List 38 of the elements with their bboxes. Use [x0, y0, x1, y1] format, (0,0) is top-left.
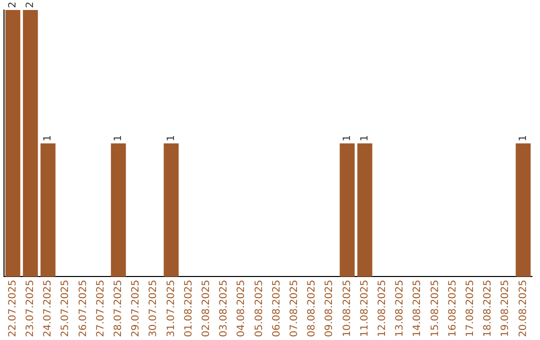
data-label: 1 — [42, 134, 54, 142]
x-tick-label: 24.07.2025 — [42, 280, 54, 338]
x-tick-label: 03.08.2025 — [218, 280, 230, 338]
data-label: 1 — [166, 134, 177, 142]
x-tick-label: 30.07.2025 — [148, 280, 160, 338]
data-label: 1 — [518, 134, 529, 142]
x-tick-label: 27.07.2025 — [95, 280, 106, 338]
x-tick-label: 07.08.2025 — [288, 280, 300, 338]
x-tick-label: 02.08.2025 — [200, 280, 212, 338]
x-tick-label: 31.07.2025 — [166, 280, 177, 338]
x-tick-label: 26.07.2025 — [78, 280, 89, 338]
x-tick-label: 18.08.2025 — [482, 280, 494, 338]
x-tick-label: 23.07.2025 — [24, 280, 36, 338]
data-label: 1 — [112, 134, 124, 142]
x-tick-label: 01.08.2025 — [183, 280, 194, 338]
x-tick-label: 15.08.2025 — [430, 280, 441, 338]
data-label: 1 — [359, 134, 370, 142]
x-tick-label: 28.07.2025 — [112, 280, 124, 338]
x-tick-label: 11.08.2025 — [359, 280, 370, 338]
x-tick-label: 12.08.2025 — [376, 280, 388, 338]
x-tick-label: 10.08.2025 — [342, 280, 353, 338]
data-label: 2 — [7, 2, 18, 8]
x-tick-label: 16.08.2025 — [447, 280, 458, 338]
x-tick-label: 09.08.2025 — [324, 280, 336, 338]
x-tick-label: 05.08.2025 — [254, 280, 265, 338]
x-tick-label: 19.08.2025 — [500, 280, 512, 338]
x-tick-label: 17.08.2025 — [464, 280, 476, 338]
x-tick-label: 22.07.2025 — [7, 280, 18, 338]
x-tick-label: 08.08.2025 — [306, 280, 318, 338]
data-label: 2 — [24, 2, 36, 8]
x-tick-label: 06.08.2025 — [271, 280, 282, 338]
x-tick-label: 20.08.2025 — [518, 280, 529, 338]
x-tick-label: 13.08.2025 — [394, 280, 406, 338]
x-tick-label: 25.07.2025 — [60, 280, 72, 338]
x-tick-label: 14.08.2025 — [412, 280, 424, 338]
x-tick-label: 04.08.2025 — [236, 280, 248, 338]
data-label: 1 — [342, 134, 353, 142]
x-tick-label: 29.07.2025 — [130, 280, 142, 338]
